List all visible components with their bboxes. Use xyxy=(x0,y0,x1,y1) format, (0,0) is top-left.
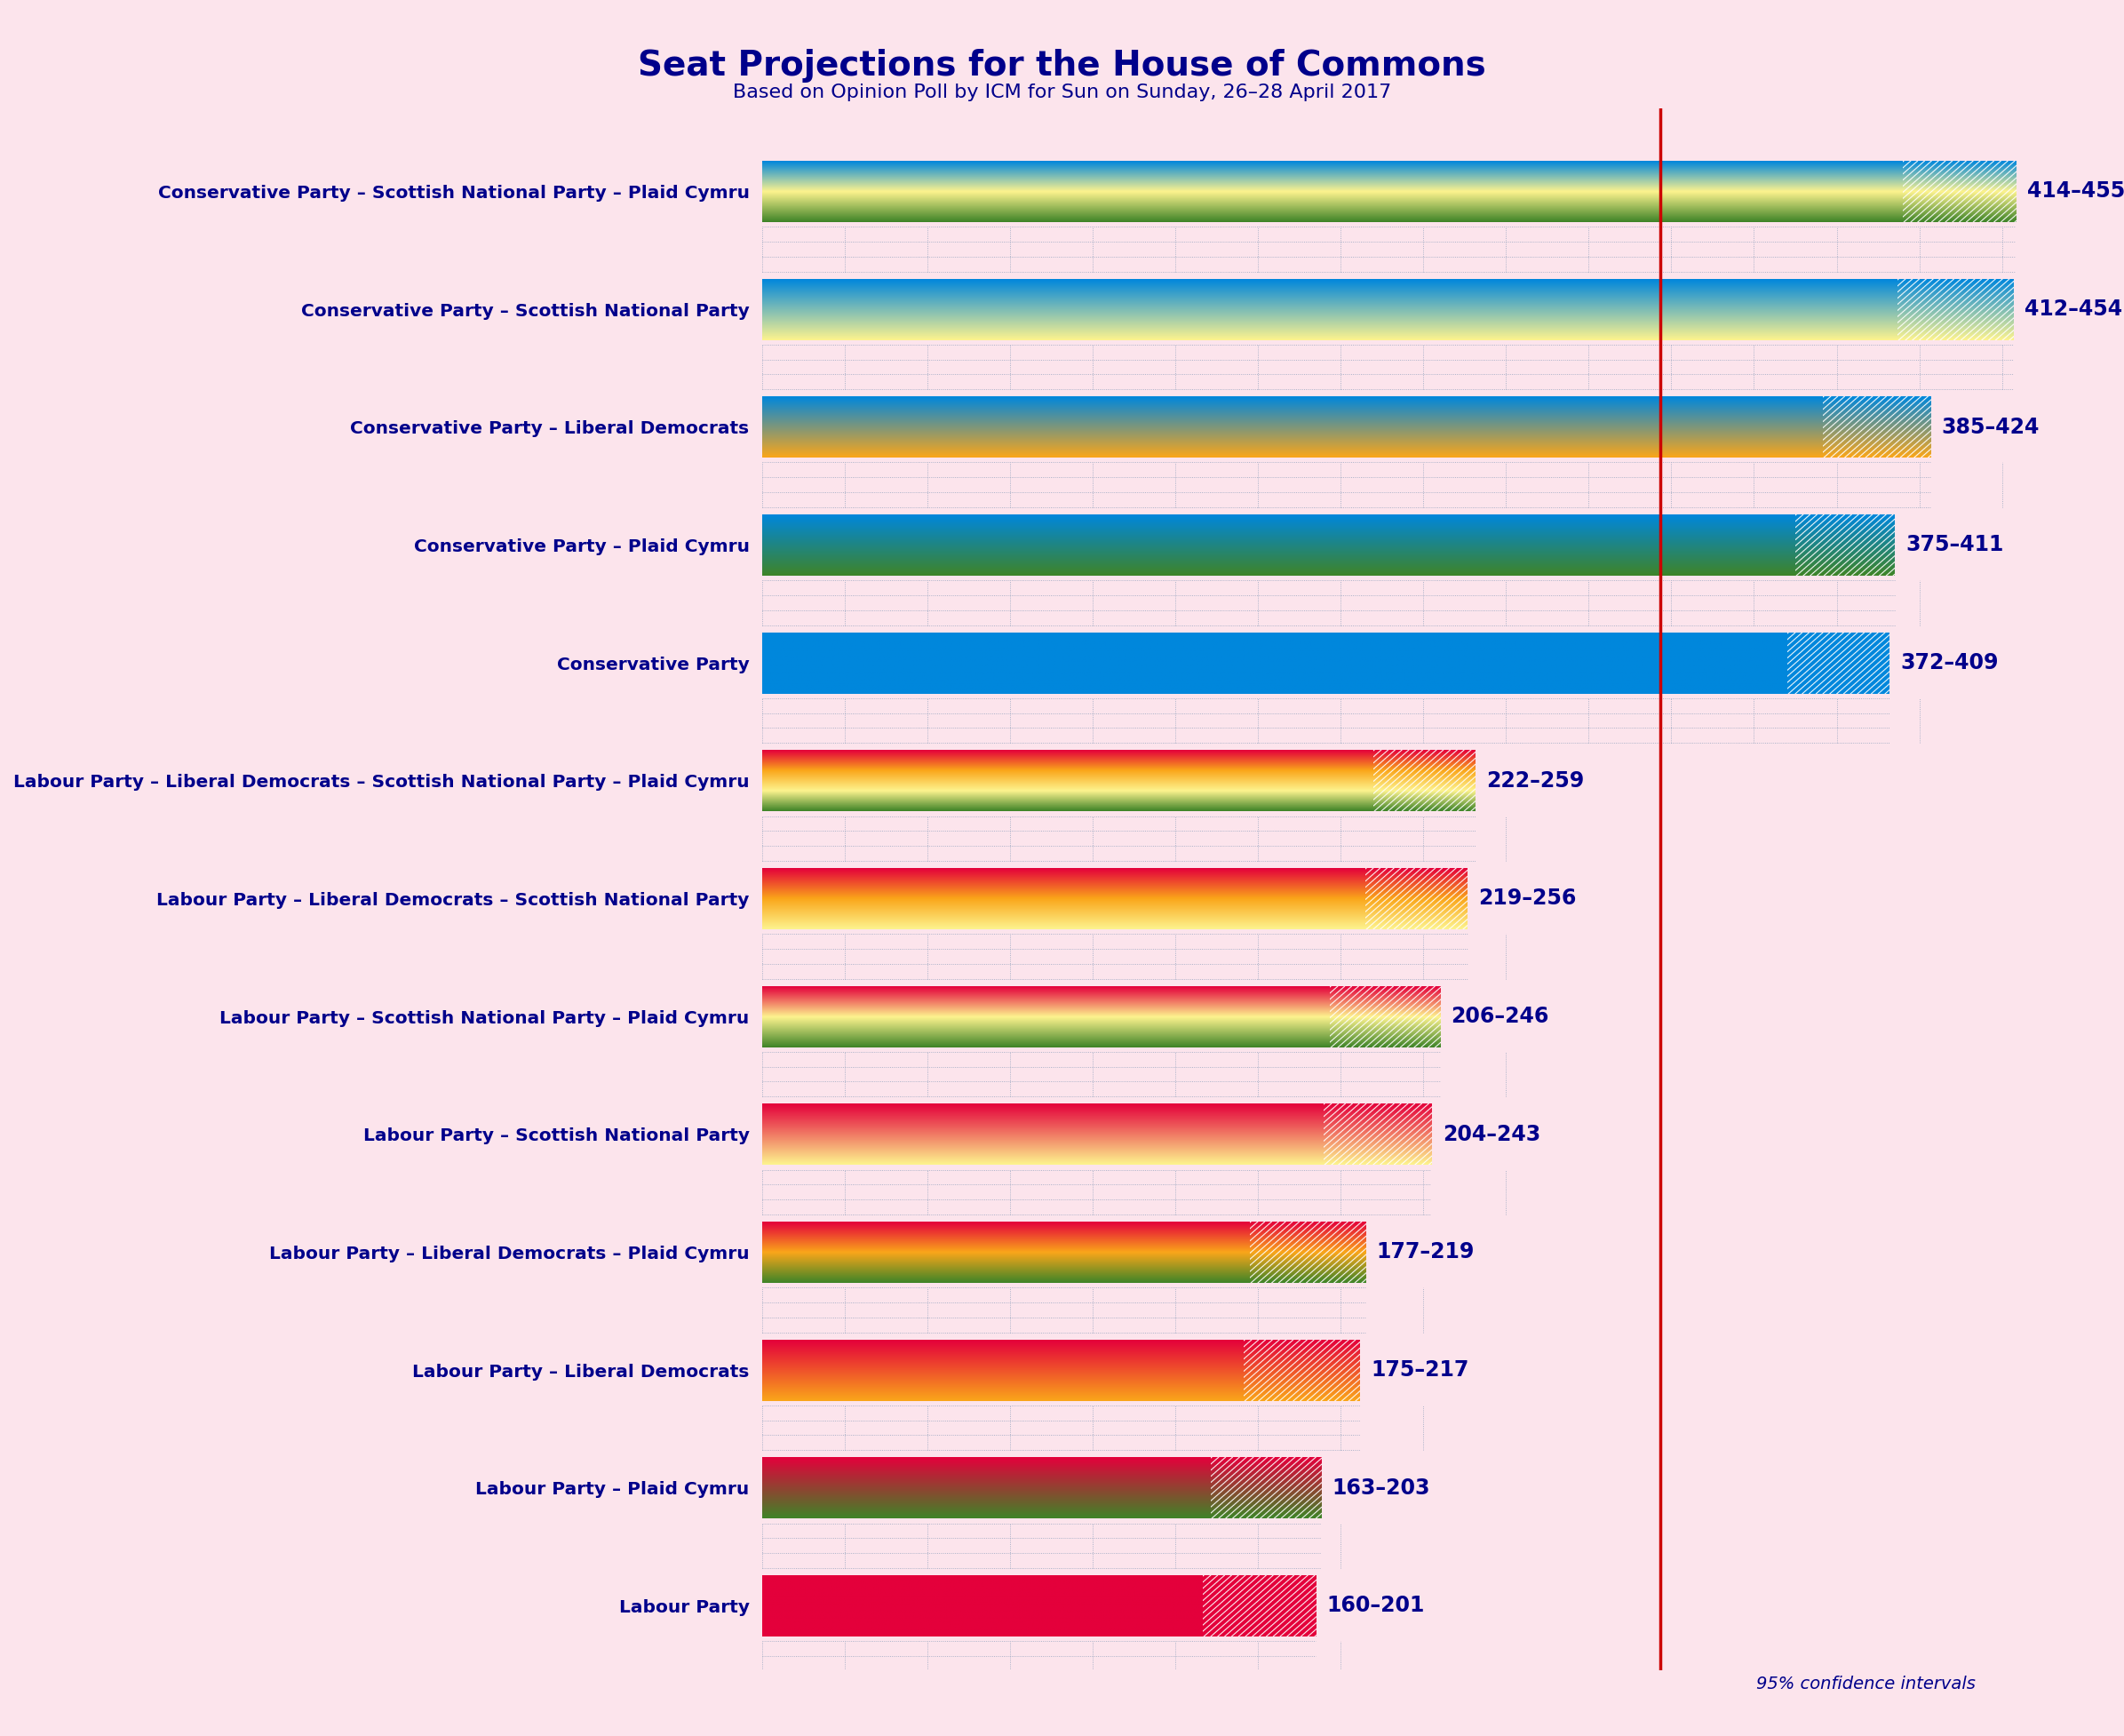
Text: 375–411: 375–411 xyxy=(1905,535,2003,556)
Text: Based on Opinion Poll by ICM for Sun on Sunday, 26–28 April 2017: Based on Opinion Poll by ICM for Sun on … xyxy=(733,83,1391,101)
Bar xyxy=(763,1406,1359,1450)
Bar xyxy=(763,580,1895,625)
Text: 412–454: 412–454 xyxy=(2024,299,2122,319)
Bar xyxy=(763,227,2016,271)
Bar xyxy=(763,1288,1366,1332)
Bar xyxy=(763,462,1931,507)
Bar xyxy=(763,934,1468,979)
Text: 222–259: 222–259 xyxy=(1487,771,1585,792)
Text: 372–409: 372–409 xyxy=(1901,653,1999,674)
Text: Seat Projections for the House of Commons: Seat Projections for the House of Common… xyxy=(637,49,1487,82)
Text: 177–219: 177–219 xyxy=(1376,1241,1474,1262)
Text: 163–203: 163–203 xyxy=(1332,1477,1429,1498)
Text: 175–217: 175–217 xyxy=(1370,1359,1470,1380)
Text: 414–455: 414–455 xyxy=(2026,181,2124,201)
Bar xyxy=(763,1522,1321,1568)
Bar xyxy=(763,344,2014,389)
Bar xyxy=(763,816,1476,861)
Bar xyxy=(763,698,1888,743)
Bar xyxy=(763,1641,1315,1686)
Text: 219–256: 219–256 xyxy=(1478,887,1576,910)
Bar xyxy=(763,1052,1440,1097)
Text: 95% confidence intervals: 95% confidence intervals xyxy=(1757,1675,1975,1693)
Text: 385–424: 385–424 xyxy=(1941,417,2039,437)
Text: 204–243: 204–243 xyxy=(1442,1123,1540,1146)
Text: 206–246: 206–246 xyxy=(1451,1005,1548,1028)
Bar xyxy=(763,1170,1432,1215)
Text: 160–201: 160–201 xyxy=(1328,1595,1425,1616)
